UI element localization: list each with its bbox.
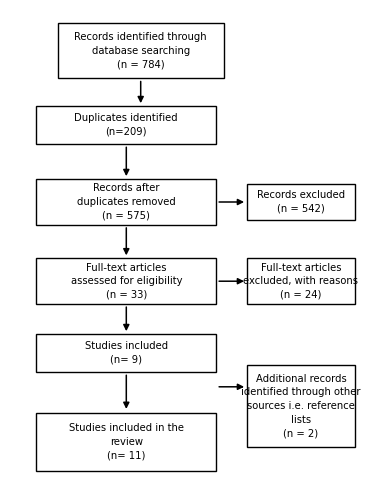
FancyBboxPatch shape bbox=[36, 179, 216, 225]
Text: Records identified through
database searching
(n = 784): Records identified through database sear… bbox=[74, 32, 207, 70]
FancyBboxPatch shape bbox=[36, 106, 216, 144]
Text: Full-text articles
assessed for eligibility
(n = 33): Full-text articles assessed for eligibil… bbox=[70, 262, 182, 300]
Text: Studies included in the
review
(n= 11): Studies included in the review (n= 11) bbox=[69, 424, 184, 461]
FancyBboxPatch shape bbox=[36, 413, 216, 471]
Text: Duplicates identified
(n=209): Duplicates identified (n=209) bbox=[75, 114, 178, 137]
Text: Studies included
(n= 9): Studies included (n= 9) bbox=[85, 342, 168, 365]
FancyBboxPatch shape bbox=[247, 184, 355, 220]
Text: Full-text articles
excluded, with reasons
(n = 24): Full-text articles excluded, with reason… bbox=[243, 262, 358, 300]
Text: Additional records
identified through other
sources i.e. reference
lists
(n = 2): Additional records identified through ot… bbox=[241, 374, 361, 438]
FancyBboxPatch shape bbox=[58, 23, 223, 78]
FancyBboxPatch shape bbox=[247, 365, 355, 447]
FancyBboxPatch shape bbox=[247, 258, 355, 304]
Text: Records excluded
(n = 542): Records excluded (n = 542) bbox=[257, 190, 345, 214]
Text: Records after
duplicates removed
(n = 575): Records after duplicates removed (n = 57… bbox=[77, 184, 176, 220]
FancyBboxPatch shape bbox=[36, 334, 216, 372]
FancyBboxPatch shape bbox=[36, 258, 216, 304]
